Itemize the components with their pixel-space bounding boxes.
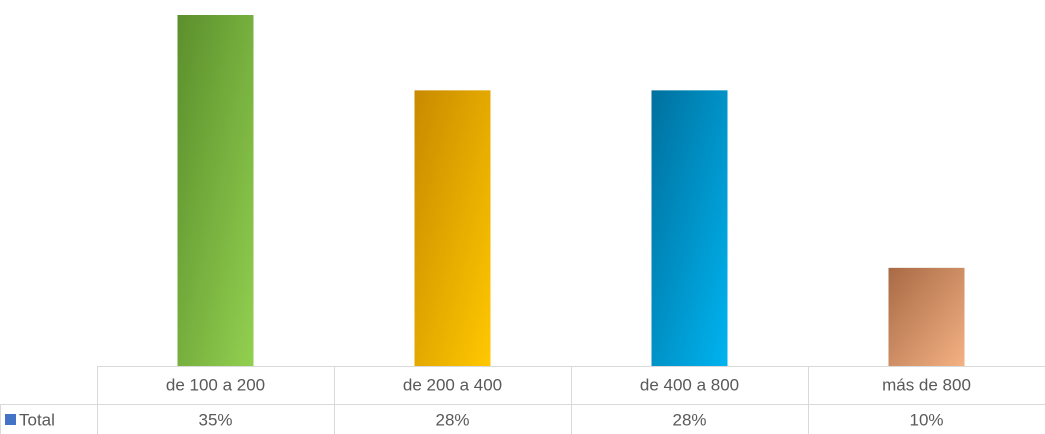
bar xyxy=(888,267,965,366)
legend-key xyxy=(5,414,16,425)
category-label: de 400 a 800 xyxy=(640,375,739,394)
category-label: de 100 a 200 xyxy=(166,375,265,394)
category-label: de 200 a 400 xyxy=(403,375,502,394)
value-label: 28% xyxy=(435,410,469,429)
bar xyxy=(177,15,254,366)
bar xyxy=(651,90,728,367)
category-label: más de 800 xyxy=(882,375,971,394)
legend-label: Total xyxy=(19,410,55,429)
value-label: 10% xyxy=(909,410,943,429)
bar xyxy=(414,90,491,367)
value-label: 35% xyxy=(198,410,232,429)
value-label: 28% xyxy=(672,410,706,429)
